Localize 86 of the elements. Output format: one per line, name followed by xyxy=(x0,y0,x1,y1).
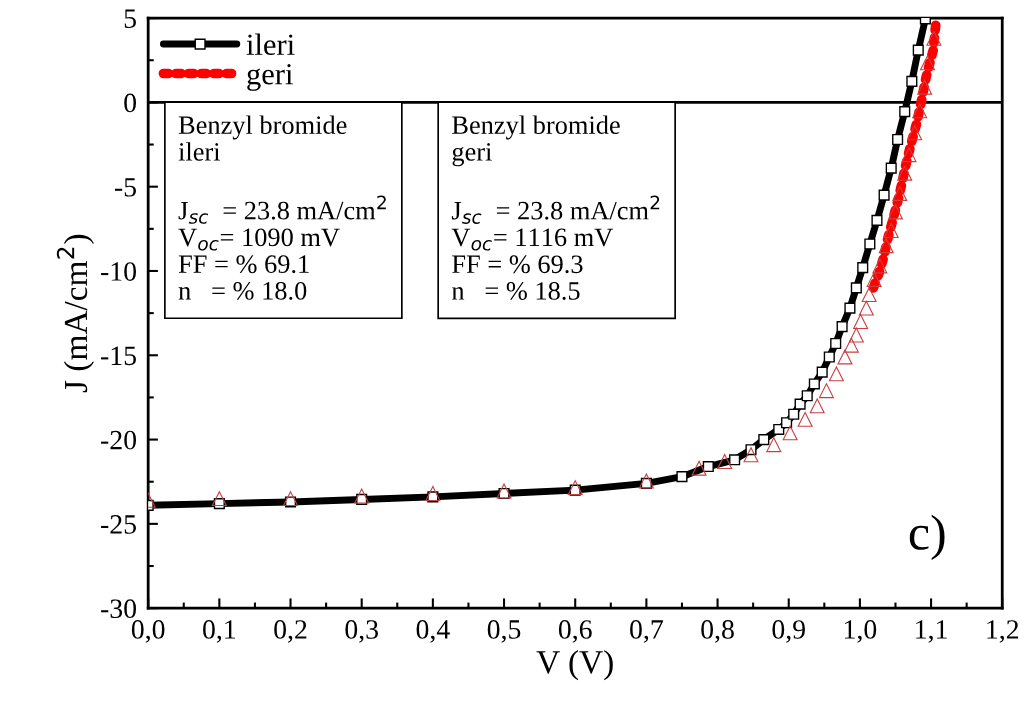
x-axis-title: V (V) xyxy=(536,650,613,681)
x-tick-label: 0,9 xyxy=(772,620,805,643)
point xyxy=(758,434,770,446)
point xyxy=(850,282,862,294)
point xyxy=(920,55,936,71)
point xyxy=(788,408,800,420)
point xyxy=(676,471,688,483)
x-tick-label: 1,1 xyxy=(916,620,947,643)
point xyxy=(354,488,370,504)
point xyxy=(837,349,853,365)
y-tick-label: -20 xyxy=(101,430,137,450)
point xyxy=(857,262,869,274)
point xyxy=(782,425,798,441)
point xyxy=(912,103,928,119)
x-tick-label: 0,7 xyxy=(630,620,663,643)
point xyxy=(823,351,835,363)
point xyxy=(717,453,733,469)
point xyxy=(858,300,874,316)
point xyxy=(848,327,864,343)
legend-label: geri xyxy=(247,63,293,91)
point xyxy=(872,258,888,274)
point xyxy=(892,133,904,146)
x-tick-label: 0,2 xyxy=(274,620,307,643)
point xyxy=(901,147,917,163)
point xyxy=(899,106,911,118)
y-tick-label: 5 xyxy=(124,9,136,29)
point xyxy=(425,486,441,502)
x-tick-label: 0,5 xyxy=(487,620,521,643)
x-tick-label: 0,1 xyxy=(203,620,236,643)
y-tick-label: 0 xyxy=(124,93,137,113)
y-tick-label: -30 xyxy=(101,599,137,619)
point xyxy=(843,337,859,353)
y-tick-label: -5 xyxy=(114,178,136,197)
point xyxy=(801,390,813,402)
point xyxy=(794,398,806,410)
point xyxy=(836,321,848,333)
y-tick-label: -10 xyxy=(101,262,137,281)
point xyxy=(844,302,856,314)
point xyxy=(496,483,512,499)
point xyxy=(887,204,903,220)
point xyxy=(729,454,741,466)
text: Benzyl bromide ileri J$_{sc}$ = 23.8 mA/cm$^{2}$ V$_{oc}$= 1090 mV FF = % 69.1 n = % 18.0 xyxy=(178,115,386,300)
x-tick-label: 0,0 xyxy=(131,620,165,643)
point xyxy=(766,437,782,453)
point xyxy=(743,447,759,463)
point xyxy=(912,44,924,56)
point xyxy=(897,165,913,181)
point xyxy=(283,491,299,507)
y-axis-title: J (mA/cm$^{2}$) xyxy=(56,234,94,393)
y-tick-label: -15 xyxy=(101,346,136,366)
point xyxy=(917,79,933,95)
x-tick-label: 0,8 xyxy=(701,620,734,643)
point xyxy=(885,162,897,174)
point xyxy=(926,30,942,46)
point xyxy=(864,238,876,250)
x-tick-label: 0,4 xyxy=(416,620,450,643)
point xyxy=(211,491,227,507)
point xyxy=(906,75,918,87)
point xyxy=(878,238,894,254)
point xyxy=(809,398,825,414)
point xyxy=(892,185,908,201)
point xyxy=(691,460,707,476)
y-tick-label: -25 xyxy=(101,515,136,534)
point xyxy=(883,223,899,239)
point xyxy=(853,314,869,330)
point xyxy=(830,337,842,350)
point xyxy=(866,271,882,287)
annotation: c) xyxy=(909,514,945,561)
point xyxy=(797,411,813,427)
point xyxy=(638,473,654,489)
x-tick-label: 1,2 xyxy=(987,620,1019,643)
point xyxy=(878,189,890,201)
text: Benzyl bromide geri J$_{sc}$ = 23.8 mA/cm$^{2}$ V$_{oc}$= 1116 mV FF = % 69.3 n = % 18.5 xyxy=(451,115,660,300)
point xyxy=(702,460,714,473)
point xyxy=(567,480,583,496)
legend-label: ileri xyxy=(246,33,295,56)
point xyxy=(818,383,834,399)
point xyxy=(828,366,844,382)
point xyxy=(808,378,820,390)
point xyxy=(816,366,828,378)
point xyxy=(907,125,923,141)
x-tick-label: 0,3 xyxy=(345,620,378,643)
point xyxy=(871,214,883,226)
x-tick-label: 0,6 xyxy=(558,620,592,643)
point xyxy=(861,287,877,303)
x-tick-label: 1,0 xyxy=(844,620,877,643)
